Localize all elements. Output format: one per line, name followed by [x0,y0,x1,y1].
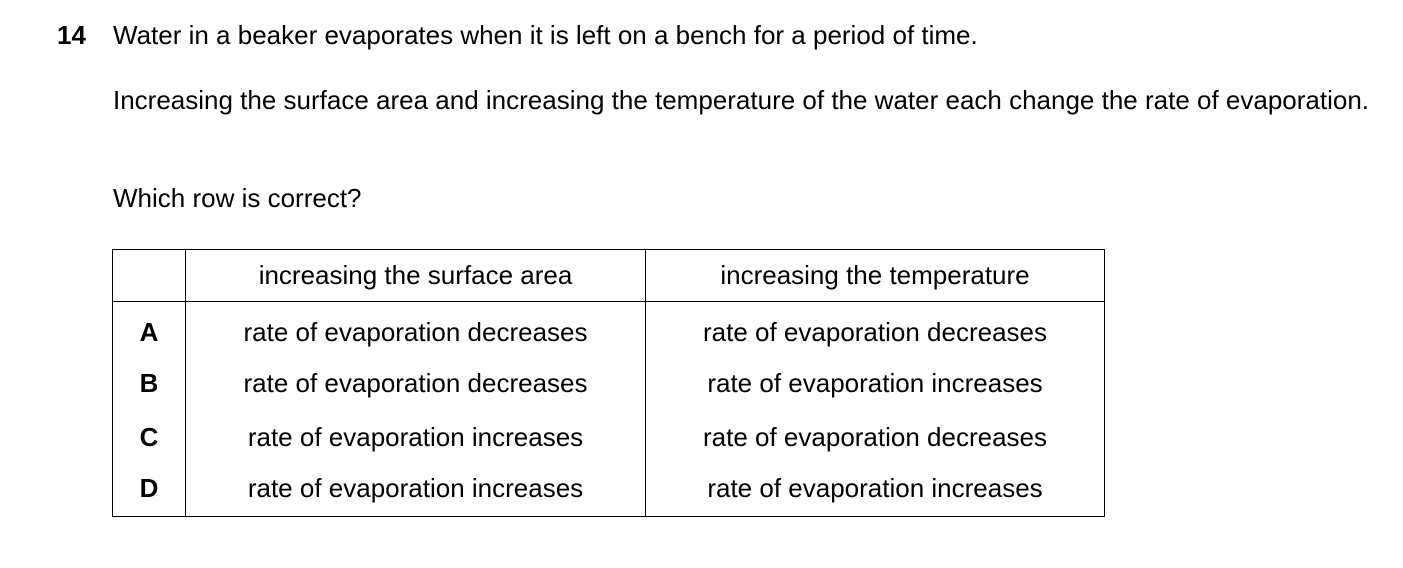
surface-area-cell: rate of evaporation decreases [185,301,646,356]
table-header-row: increasing the surface area increasing t… [112,249,1105,302]
table-row-d[interactable]: D rate of evaporation increases rate of … [112,464,1105,517]
question-info: Increasing the surface area and increasi… [113,85,1370,115]
header-surface-area: increasing the surface area [185,249,646,302]
temperature-cell: rate of evaporation decreases [645,410,1105,464]
surface-area-cell: rate of evaporation increases [185,464,646,517]
row-key: D [112,464,186,517]
temperature-cell: rate of evaporation increases [645,464,1105,517]
question-number: 14 [57,20,86,50]
surface-area-cell: rate of evaporation increases [185,410,646,464]
answer-table: increasing the surface area increasing t… [112,249,1105,517]
table-row-b[interactable]: B rate of evaporation decreases rate of … [112,356,1105,410]
table-row-c[interactable]: C rate of evaporation increases rate of … [112,410,1105,464]
row-key: C [112,410,186,464]
header-key-cell [112,249,186,302]
table-row-a[interactable]: A rate of evaporation decreases rate of … [112,301,1105,356]
row-key: B [112,356,186,410]
temperature-cell: rate of evaporation decreases [645,301,1105,356]
temperature-cell: rate of evaporation increases [645,356,1105,410]
header-temperature: increasing the temperature [645,249,1105,302]
question-prompt: Which row is correct? [113,183,362,213]
row-key: A [112,301,186,356]
question-stem: Water in a beaker evaporates when it is … [113,20,978,50]
surface-area-cell: rate of evaporation decreases [185,356,646,410]
